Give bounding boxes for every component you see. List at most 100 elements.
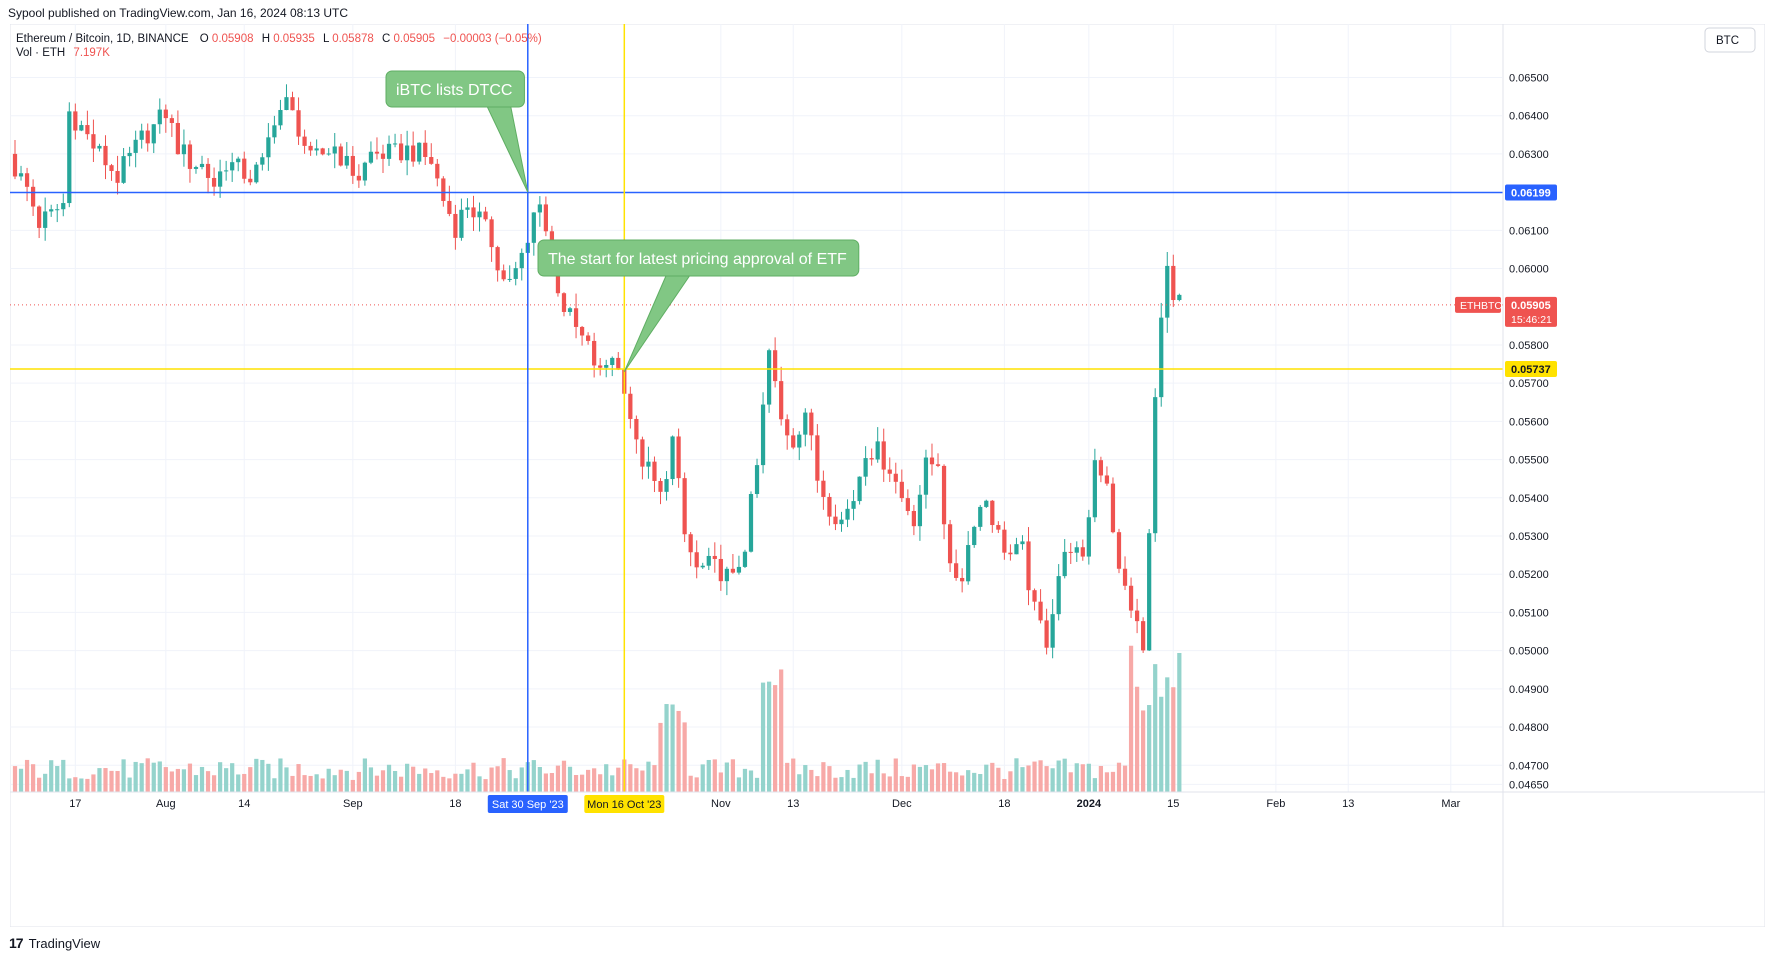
candle-body bbox=[296, 110, 301, 137]
symbol-tag bbox=[1455, 296, 1501, 313]
candle-body bbox=[145, 130, 150, 144]
legend-line: Ethereum / Bitcoin, 1D, BINANCE O 0.0590… bbox=[16, 33, 542, 45]
time-tick-label: 13 bbox=[1342, 798, 1354, 810]
candle-body bbox=[489, 219, 494, 248]
candle-body bbox=[664, 479, 669, 492]
candle-body bbox=[344, 155, 349, 166]
price-tick-label: 0.05700 bbox=[1509, 378, 1549, 390]
volume-bar bbox=[296, 764, 301, 792]
volume-bar bbox=[350, 779, 355, 792]
vertical-marker-tag bbox=[487, 795, 568, 813]
time-tick-label: Dec bbox=[892, 798, 912, 810]
candle-body bbox=[374, 151, 380, 154]
volume-bar bbox=[37, 777, 42, 792]
candle-body bbox=[1165, 265, 1170, 318]
volume-bar bbox=[242, 773, 247, 792]
candle-body bbox=[1044, 620, 1049, 648]
price-tick-label: 0.05800 bbox=[1509, 340, 1549, 352]
volume-bar bbox=[97, 768, 102, 792]
volume-bar bbox=[972, 772, 977, 792]
volume-bar bbox=[447, 778, 452, 792]
volume-bar bbox=[929, 769, 935, 792]
candle-body bbox=[899, 481, 904, 499]
candle-body bbox=[592, 340, 597, 366]
candle-body bbox=[362, 162, 368, 181]
volume-bar bbox=[85, 778, 90, 792]
volume-bar bbox=[115, 770, 120, 792]
volume-bar bbox=[495, 766, 500, 792]
candle-body bbox=[37, 206, 42, 228]
candle-body bbox=[598, 365, 603, 368]
candle-body bbox=[561, 293, 567, 312]
candle-body bbox=[429, 157, 434, 164]
volume-bar bbox=[628, 764, 633, 792]
volume-bar bbox=[127, 777, 132, 792]
annotation-callout: The start for latest pricing approval of… bbox=[537, 239, 860, 372]
candle-body bbox=[996, 525, 1001, 530]
level-tag-label: 0.06199 bbox=[1511, 188, 1551, 200]
candle-body bbox=[640, 439, 645, 467]
volume-bar bbox=[579, 774, 585, 792]
candle-body bbox=[658, 480, 663, 492]
time-tick-label: 2024 bbox=[1077, 798, 1102, 810]
chart-frame[interactable]: 0.06199 0.05737 ETHBTC 0.05905 15:46:21 Sat 3… bbox=[10, 24, 1765, 927]
candle-body bbox=[211, 177, 217, 187]
candle-body bbox=[1171, 265, 1176, 301]
volume-bar bbox=[332, 775, 337, 792]
candle-body bbox=[103, 145, 108, 166]
annotation-text: The start for latest pricing approval of… bbox=[548, 251, 847, 268]
volume-bar bbox=[1177, 652, 1182, 792]
candle-body bbox=[700, 565, 705, 568]
volume-bar bbox=[1068, 772, 1073, 792]
candle-body bbox=[513, 268, 518, 279]
candle-body bbox=[477, 211, 482, 218]
volume-bar bbox=[453, 773, 458, 792]
annotation-callout: iBTC lists DTCC bbox=[385, 70, 529, 193]
volume-bar bbox=[411, 766, 416, 792]
candle-body bbox=[254, 164, 259, 183]
volume-bar bbox=[284, 767, 289, 792]
annotation-box bbox=[537, 239, 860, 277]
volume-bar bbox=[670, 704, 675, 792]
volume-bar bbox=[1044, 766, 1049, 792]
volume-bar bbox=[652, 765, 657, 792]
candle-body bbox=[785, 419, 790, 436]
candle-body bbox=[193, 167, 199, 169]
volume-bar bbox=[724, 762, 729, 792]
candle-body bbox=[887, 469, 892, 474]
candle-body bbox=[79, 125, 84, 131]
candle-body bbox=[55, 209, 60, 211]
time-tick-label: Feb bbox=[1266, 798, 1285, 810]
time-tick-label: 18 bbox=[998, 798, 1010, 810]
candle-body bbox=[869, 458, 874, 460]
candle-body bbox=[471, 207, 476, 218]
candle-body bbox=[302, 136, 307, 146]
footer: 17 TradingView bbox=[9, 935, 100, 951]
currency-button[interactable]: BTC bbox=[1704, 27, 1756, 53]
volume-bar bbox=[1008, 771, 1013, 792]
chart-svg[interactable]: 0.06199 0.05737 ETHBTC 0.05905 15:46:21 Sat 3… bbox=[10, 24, 1765, 927]
current-price-tag bbox=[1505, 296, 1557, 327]
volume-bar bbox=[966, 770, 971, 792]
volume-bar bbox=[905, 776, 910, 792]
candle-body bbox=[712, 555, 717, 559]
candle-body bbox=[917, 494, 923, 527]
candle-body bbox=[338, 146, 343, 166]
time-tick-label: Aug bbox=[156, 798, 176, 810]
vertical-marker-label: Sat 30 Sep '23 bbox=[492, 799, 564, 811]
candle-body bbox=[236, 158, 241, 163]
candle-body bbox=[151, 124, 156, 144]
volume-bar bbox=[193, 775, 199, 792]
volume-bar bbox=[1056, 760, 1061, 792]
volume-bar bbox=[230, 763, 235, 792]
candle-body bbox=[610, 357, 615, 366]
volume-bar bbox=[405, 763, 410, 792]
price-tick-label: 0.06400 bbox=[1509, 111, 1549, 123]
price-tick-label: 0.05300 bbox=[1509, 531, 1549, 543]
candle-body bbox=[133, 139, 138, 153]
price-tick-label: 0.05500 bbox=[1509, 455, 1549, 467]
candle-body bbox=[1020, 541, 1025, 545]
candle-body bbox=[43, 211, 48, 228]
candle-body bbox=[205, 163, 211, 178]
volume-bar bbox=[1159, 696, 1164, 792]
